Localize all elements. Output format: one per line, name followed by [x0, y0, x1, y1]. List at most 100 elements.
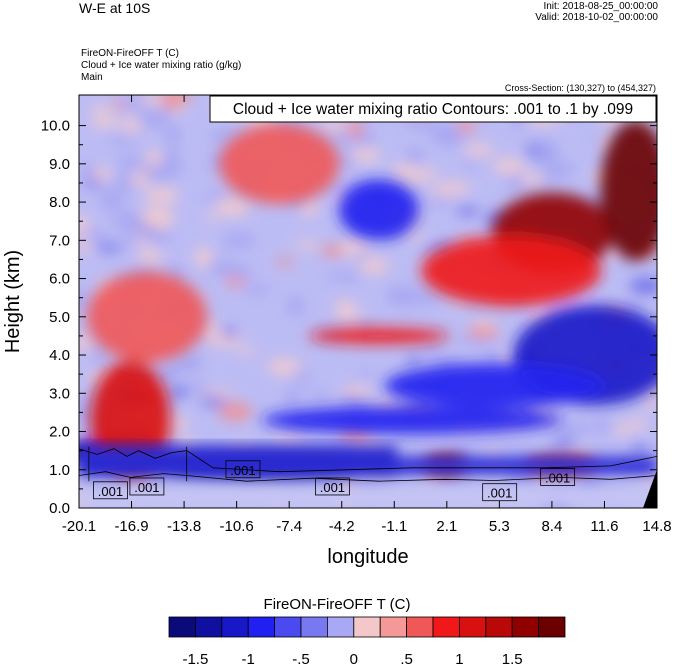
x-tick-label: 2.1: [436, 518, 457, 535]
field-cell: [164, 125, 182, 144]
field-cell: [460, 161, 481, 168]
y-tick-label: 1.0: [49, 462, 70, 479]
field-cell: [486, 349, 501, 369]
x-tick-label: -13.8: [167, 518, 201, 535]
field-cell: [411, 169, 440, 181]
y-tick-label: 5.0: [49, 309, 70, 326]
colorbar-title: FireON-FireOFF T (C): [263, 596, 411, 613]
x-tick-label: -1.1: [381, 518, 407, 535]
x-tick-label: 5.3: [489, 518, 510, 535]
contour-label-text: .001: [545, 470, 570, 485]
field-cell: [92, 353, 108, 364]
y-tick-label: 0.0: [49, 500, 70, 517]
field-cell: [201, 389, 234, 398]
cloud-contour-top: [79, 448, 657, 473]
field-cell: [358, 369, 375, 377]
x-tick-label: -20.1: [62, 518, 96, 535]
field-cell: [220, 327, 238, 338]
x-tick-label: -10.6: [220, 518, 254, 535]
field-cell: [536, 171, 565, 179]
field-cell: [114, 181, 127, 192]
x-tick-label: -4.2: [329, 518, 355, 535]
field-cell: [292, 371, 311, 384]
field-cell: [154, 362, 181, 381]
contour-label: .001: [129, 477, 165, 496]
colorbar-label: -1: [242, 651, 255, 667]
colorbar-label: 0: [350, 651, 358, 667]
field-cell: [437, 181, 473, 193]
field-cell: [336, 312, 367, 321]
valid-time: Valid: 2018-10-02_00:00:00: [535, 12, 658, 23]
contour-label-text: .001: [487, 486, 512, 501]
field-cell: [201, 192, 229, 201]
colorbar: -1.5 -1 -.5 0 .5 1 1.5: [168, 616, 566, 667]
field-cell: [286, 296, 305, 316]
field-cell: [91, 168, 112, 181]
colorbar-swatch: [485, 616, 513, 638]
plot-frame: [78, 94, 658, 509]
cloud-contours: [79, 446, 657, 482]
field-cell: [136, 111, 170, 127]
cloud-contour-base: [79, 471, 657, 482]
field-cell: [122, 235, 139, 246]
field-feature: [308, 327, 449, 344]
field-cell: [320, 244, 346, 257]
field-feature: [384, 363, 605, 408]
y-tick-label: 7.0: [49, 232, 70, 249]
field-cell: [631, 443, 648, 453]
contour-labels: .001 .001 .001 .001 .001 .001: [93, 460, 576, 502]
cross-section-label: Cross-Section: (130,327) to (454,327): [504, 83, 656, 93]
field-cell: [89, 116, 122, 128]
annotation-text: Cloud + Ice water mixing ratio Contours:…: [233, 101, 633, 118]
field-cell: [455, 206, 479, 216]
low-level-band: [79, 444, 657, 508]
field-cell: [629, 277, 657, 295]
plot-title: W-E at 10S: [79, 0, 151, 16]
y-tick-label: 3.0: [49, 385, 70, 402]
field-cell: [404, 231, 424, 240]
field-cell: [79, 230, 108, 241]
field-cell: [463, 473, 477, 485]
contour-label: .001: [314, 477, 350, 496]
contour-field-label: Cloud + Ice water mixing ratio (g/kg): [81, 60, 242, 71]
contour-label-box: [314, 477, 350, 496]
field-cell: [341, 385, 372, 398]
y-tick-label: 2.0: [49, 424, 70, 441]
field-cell: [244, 285, 272, 295]
contour-label-box: [482, 483, 518, 502]
field-cell: [185, 383, 211, 392]
field-cell: [421, 344, 441, 357]
field-cell: [519, 173, 544, 185]
field-feature: [421, 235, 602, 306]
contour-label-text: .001: [230, 463, 255, 478]
field-feature: [86, 271, 207, 362]
field-cell: [466, 326, 500, 339]
x-tick-label: 11.6: [590, 518, 618, 535]
colorbar-swatch: [221, 616, 249, 638]
contour-label-text: .001: [320, 480, 345, 495]
field-cell: [337, 153, 356, 167]
field-cell: [627, 419, 647, 431]
surface-layer: [79, 485, 657, 508]
field-cell: [462, 144, 495, 157]
field-cell: [218, 402, 253, 421]
field-cell: [355, 249, 370, 261]
contour-label: .001: [482, 483, 518, 502]
field-cell: [145, 187, 179, 204]
field-cell: [145, 150, 164, 166]
field-cell: [168, 385, 190, 398]
colorbar-swatch: [194, 616, 223, 638]
colorbar-swatch: [168, 616, 196, 638]
field-cell: [90, 105, 112, 115]
temperature-difference-field: [79, 95, 657, 508]
field-cell: [614, 423, 629, 436]
contour-label-text: .001: [134, 480, 159, 495]
field-cell: [284, 388, 301, 408]
colorbar-label: 1.5: [502, 651, 523, 667]
field-cell: [121, 119, 142, 133]
field-cell: [167, 416, 188, 432]
field-cell: [237, 347, 256, 355]
contour-label: .001: [540, 468, 576, 486]
contour-label-text: .001: [98, 484, 123, 499]
